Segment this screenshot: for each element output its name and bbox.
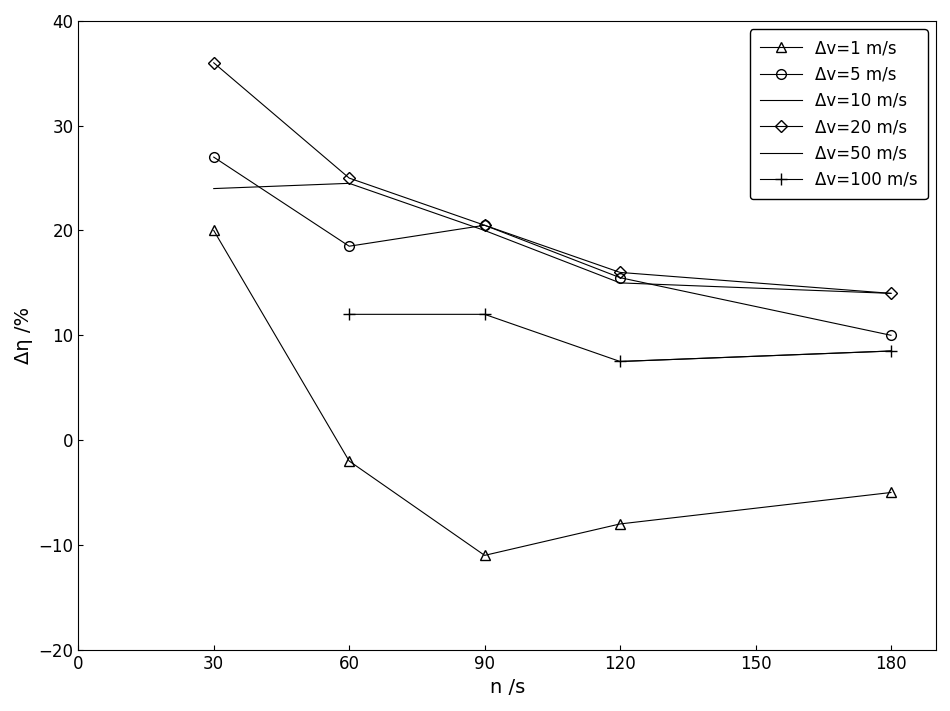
- Y-axis label: Δη /%: Δη /%: [14, 306, 33, 364]
- Legend: Δv=1 m/s, Δv=5 m/s, Δv=10 m/s, Δv=20 m/s, Δv=50 m/s, Δv=100 m/s: Δv=1 m/s, Δv=5 m/s, Δv=10 m/s, Δv=20 m/s…: [750, 29, 928, 199]
- X-axis label: n /s: n /s: [489, 678, 524, 697]
